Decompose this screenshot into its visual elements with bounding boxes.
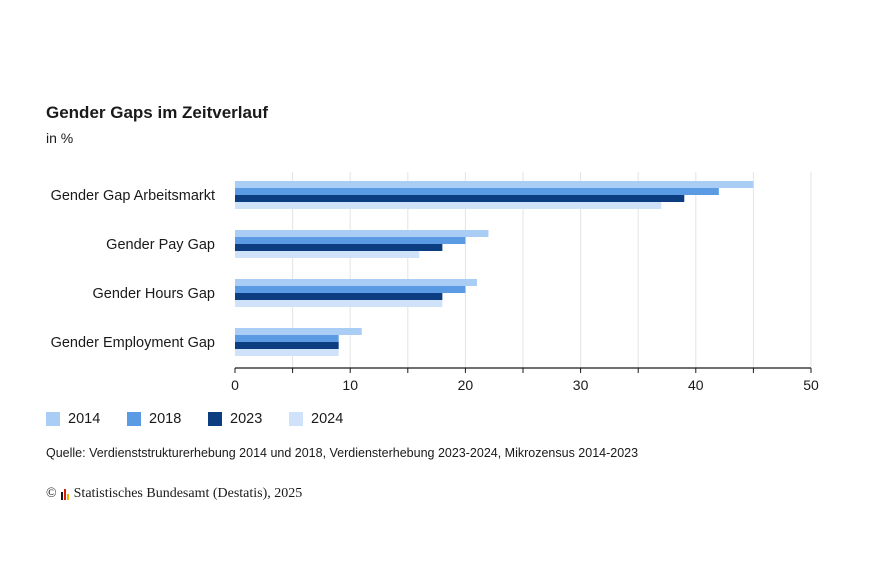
x-tick-label: 0	[231, 377, 239, 390]
bars	[235, 181, 754, 356]
bar-2024-2	[235, 251, 420, 258]
x-tick-label: 30	[573, 377, 589, 390]
bar-2014-3	[235, 279, 477, 286]
bar-2023-4	[235, 342, 339, 349]
legend-item-2024: 2024	[289, 411, 370, 427]
category-label: Gender Gap Arbeitsmarkt	[51, 188, 215, 204]
copyright-text: Statistisches Bundesamt (Destatis), 2025	[73, 486, 303, 501]
bar-2018-2	[235, 237, 466, 244]
bar-2023-1	[235, 195, 685, 202]
legend-swatch	[208, 412, 222, 426]
x-axis: 0 10 20 30 40 50	[231, 367, 819, 390]
bar-2024-4	[235, 349, 339, 356]
bar-2018-4	[235, 335, 339, 342]
bar-2024-1	[235, 202, 662, 209]
legend-swatch	[289, 412, 303, 426]
x-tick-label: 20	[458, 377, 474, 390]
category-label: Gender Hours Gap	[92, 286, 215, 302]
legend-label: 2023	[230, 411, 263, 427]
legend: 2014 2018 2023 2024	[46, 411, 370, 427]
copyright-line: © Statistisches Bundesamt (Destatis), 20…	[46, 486, 302, 502]
bar-2023-2	[235, 244, 443, 251]
legend-label: 2024	[311, 411, 344, 427]
legend-item-2014: 2014	[46, 411, 127, 427]
chart-title: Gender Gaps im Zeitverlauf	[46, 103, 269, 122]
legend-swatch	[127, 412, 141, 426]
x-tick-label: 10	[342, 377, 358, 390]
x-tick-label: 50	[803, 377, 819, 390]
category-label: Gender Employment Gap	[51, 335, 215, 351]
x-tick-label: 40	[688, 377, 704, 390]
category-labels: Gender Gap Arbeitsmarkt Gender Pay Gap Gen…	[51, 188, 215, 351]
legend-label: 2018	[149, 411, 182, 427]
bar-2023-3	[235, 293, 443, 300]
legend-item-2018: 2018	[127, 411, 208, 427]
category-label: Gender Pay Gap	[106, 237, 215, 253]
source-note: Quelle: Verdienststrukturerhebung 2014 u…	[46, 446, 639, 460]
chart-subtitle: in %	[46, 130, 74, 146]
copyright-symbol: ©	[46, 486, 57, 501]
bar-2018-1	[235, 188, 719, 195]
bar-2024-3	[235, 300, 443, 307]
bar-2018-3	[235, 286, 466, 293]
legend-swatch	[46, 412, 60, 426]
bar-chart: 0 10 20 30 40 50 Gender Gap ArbeitsmarktGende…	[51, 172, 819, 390]
bar-2014-4	[235, 328, 362, 335]
legend-label: 2014	[68, 411, 101, 427]
destatis-logo-icon	[60, 488, 69, 500]
bar-2014-2	[235, 230, 489, 237]
bar-2014-1	[235, 181, 754, 188]
legend-item-2023: 2023	[208, 411, 289, 427]
